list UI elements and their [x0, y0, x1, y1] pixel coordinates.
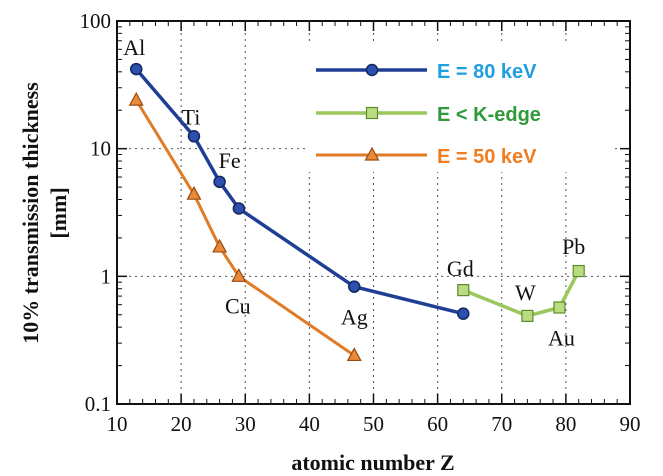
data-point: [348, 280, 361, 293]
data-point: [521, 309, 534, 322]
tick-marks: [116, 20, 631, 405]
element-label: Al: [123, 35, 145, 60]
element-label: Pb: [562, 234, 585, 259]
element-label: Gd: [447, 256, 474, 281]
element-label: Au: [548, 325, 575, 350]
data-point: [212, 238, 228, 253]
y-axis-title-line2: [mm]: [46, 187, 71, 238]
element-labels: Al Ti Fe Cu Ag Gd W Au Pb: [123, 35, 585, 350]
y-tick-label: 1: [101, 264, 112, 288]
series-2: [128, 91, 362, 362]
data-point: [457, 307, 470, 320]
plot-series: [128, 62, 585, 362]
data-point: [232, 202, 246, 215]
x-tick-label: 10: [107, 412, 128, 436]
legend-marker: [364, 146, 380, 161]
x-tick-label: 50: [363, 412, 384, 436]
legend-label: E < K-edge: [437, 104, 541, 126]
legend-entry: E = 80 keV: [316, 61, 537, 83]
legend-marker: [365, 106, 379, 120]
y-axis-title-line1: 10% transmission thickness: [18, 82, 43, 344]
data-point: [129, 62, 143, 76]
legend-entries: E = 80 keV E < K-edge E = 50 keV: [316, 61, 541, 168]
y-tick-labels: 0.1 1 10 100: [80, 9, 112, 416]
y-axis-title: 10% transmission thickness [mm]: [18, 82, 71, 344]
x-tick-label: 80: [555, 412, 576, 436]
x-tick-label: 60: [427, 412, 448, 436]
series-1: [457, 264, 585, 322]
data-point: [553, 301, 566, 314]
element-label: Ag: [341, 305, 368, 330]
element-label: Fe: [219, 148, 241, 173]
data-point: [187, 130, 201, 143]
x-axis-title: atomic number Z: [291, 450, 454, 475]
series-line: [134, 67, 464, 316]
element-label: W: [515, 280, 536, 305]
data-point: [346, 347, 362, 362]
legend-label: E = 80 keV: [437, 61, 537, 83]
element-label: Cu: [225, 293, 251, 318]
data-point: [572, 264, 585, 278]
legend-label: E = 50 keV: [437, 146, 537, 168]
y-tick-label: 10: [90, 137, 111, 161]
x-tick-label: 20: [171, 412, 192, 436]
x-tick-label: 40: [299, 412, 320, 436]
series-line: [462, 270, 581, 318]
legend-marker: [365, 63, 379, 77]
x-tick-label: 70: [491, 412, 512, 436]
element-label: Ti: [182, 104, 201, 129]
data-point: [213, 175, 226, 189]
y-tick-label: 0.1: [85, 392, 111, 416]
x-tick-labels: 10 20 30 40 50 60 70 80 90: [107, 412, 641, 436]
legend-entry: E < K-edge: [316, 104, 541, 126]
y-tick-label: 100: [80, 9, 112, 33]
x-tick-label: 30: [235, 412, 256, 436]
data-point: [186, 185, 202, 200]
legend-entry: E = 50 keV: [316, 146, 537, 168]
data-point: [231, 268, 247, 282]
legend-box: [305, 44, 615, 172]
series-0: [129, 62, 470, 320]
legend: E = 80 keV E < K-edge E = 50 keV: [305, 44, 615, 172]
x-tick-label: 90: [620, 412, 641, 436]
data-point: [128, 91, 144, 106]
data-point: [457, 284, 470, 297]
